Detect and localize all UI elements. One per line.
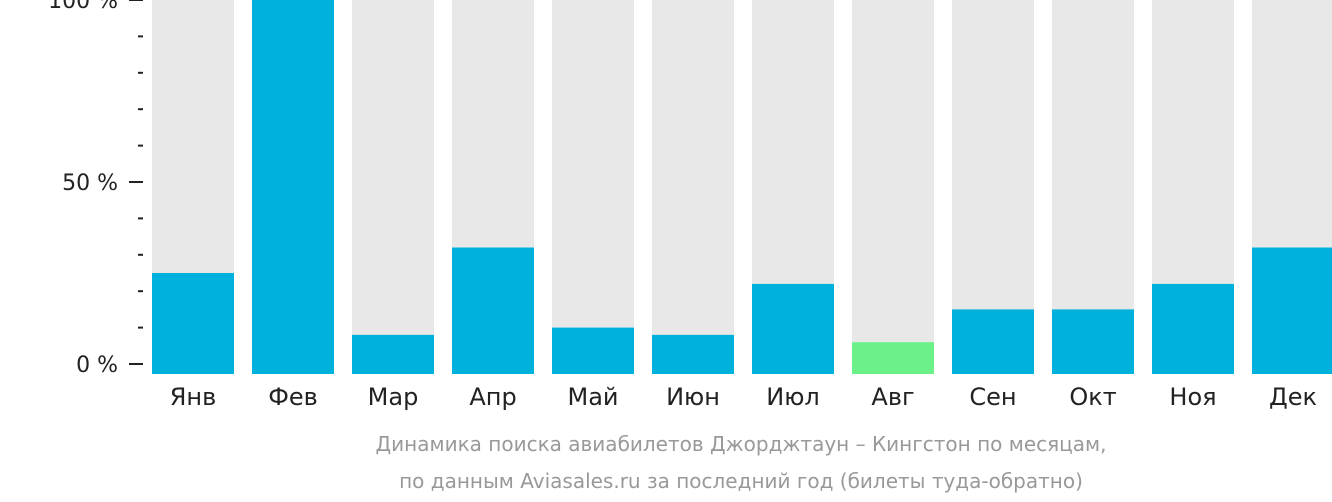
x-tick-label: Авг xyxy=(871,383,914,411)
y-tick-label: 0 % xyxy=(76,353,118,378)
x-tick-label: Май xyxy=(567,383,618,411)
x-tick-label: Июл xyxy=(766,383,820,411)
bar-12[interactable] xyxy=(1252,247,1332,374)
x-tick-label: Окт xyxy=(1069,383,1116,411)
bar-6[interactable] xyxy=(652,334,734,374)
x-tick-label: Сен xyxy=(969,383,1016,411)
y-tick-label: 100 % xyxy=(48,0,118,14)
bar-4[interactable] xyxy=(452,247,534,374)
bars xyxy=(152,0,1332,374)
bar-9[interactable] xyxy=(952,309,1034,374)
chart-caption: Динамика поиска авиабилетов Джорджтаун –… xyxy=(376,432,1107,493)
bar-10[interactable] xyxy=(1052,309,1134,374)
bar-8[interactable] xyxy=(852,342,934,374)
x-tick-label: Июн xyxy=(666,383,720,411)
y-tick-label: 50 % xyxy=(62,171,118,196)
x-tick-label: Мар xyxy=(368,383,419,411)
bar-3[interactable] xyxy=(352,334,434,374)
bar-track-8 xyxy=(852,0,934,374)
x-tick-label: Апр xyxy=(469,383,516,411)
bar-2[interactable] xyxy=(252,0,334,374)
bar-track-5 xyxy=(552,0,634,374)
bar-5[interactable] xyxy=(552,327,634,374)
x-tick-label: Янв xyxy=(170,383,217,411)
bar-1[interactable] xyxy=(152,273,234,374)
x-tick-label: Дек xyxy=(1269,383,1317,411)
x-tick-label: Ноя xyxy=(1169,383,1216,411)
bar-track-3 xyxy=(352,0,434,374)
caption-line-1: Динамика поиска авиабилетов Джорджтаун –… xyxy=(376,432,1107,456)
bar-11[interactable] xyxy=(1152,283,1234,374)
bar-track-6 xyxy=(652,0,734,374)
bar-7[interactable] xyxy=(752,283,834,374)
caption-line-2: по данным Aviasales.ru за последний год … xyxy=(399,469,1083,493)
x-axis: Янв Фев Мар Апр Май Июн Июл Авг Сен Окт Ноя Дек xyxy=(170,383,1317,411)
x-tick-label: Фев xyxy=(268,383,318,411)
y-axis: 0 % 50 % 100 % xyxy=(48,0,143,378)
